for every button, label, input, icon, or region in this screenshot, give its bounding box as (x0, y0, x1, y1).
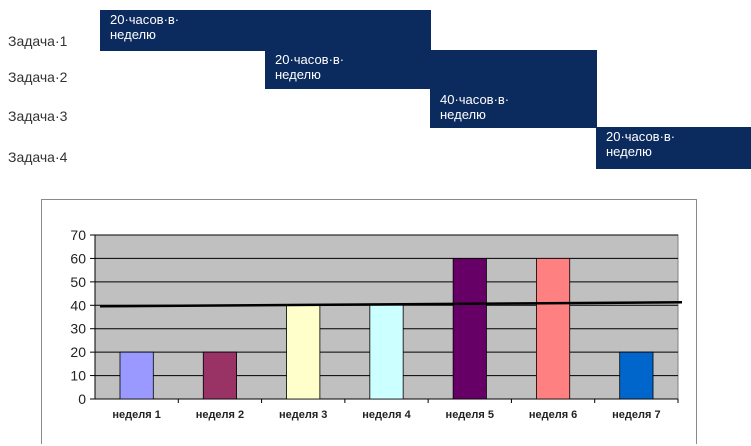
bar-chart: 0 10 20 30 40 50 60 70 неделя 1 неделя 2 неделя 3 н… (70, 227, 683, 421)
task-bar-2: 20·часов·в· неделю (265, 50, 431, 89)
chart-frame: 0 10 20 30 40 50 60 70 неделя 1 неделя 2 неделя 3 н… (41, 199, 697, 444)
y-tick-label: 30 (70, 321, 86, 337)
bar (119, 351, 154, 400)
y-tick-label: 20 (70, 344, 86, 360)
bar (369, 304, 404, 400)
bar (452, 258, 487, 400)
y-tick-label: 10 (70, 368, 86, 384)
y-tick-label: 40 (70, 297, 86, 313)
y-tick-label: 70 (70, 227, 86, 243)
task-label-3: Задача·3 (8, 108, 68, 124)
x-category-label: неделя 4 (362, 409, 411, 421)
x-category-label: неделя 3 (279, 409, 327, 421)
y-tick-label: 0 (78, 391, 86, 407)
reference-line (99, 301, 683, 308)
bar (536, 258, 571, 400)
task-label-1: Задача·1 (8, 33, 68, 49)
x-category-label: неделя 1 (112, 409, 160, 421)
task-bar-1: 20·часов·в· неделю (100, 10, 431, 51)
y-tick-label: 50 (70, 274, 86, 290)
y-tick-label: 60 (70, 250, 86, 266)
task-label-2: Задача·2 (8, 69, 68, 85)
x-category-label: неделя 6 (529, 409, 577, 421)
x-category-label: неделя 5 (446, 409, 494, 421)
bar (286, 304, 321, 400)
task-label-4: Задача·4 (8, 149, 68, 165)
gantt-chart: Задача·1 Задача·2 Задача·3 Задача·4 20·ч… (0, 0, 751, 180)
task-bar-4: 20·часов·в· неделю (596, 127, 751, 169)
bar (202, 351, 237, 400)
bar (619, 351, 654, 400)
x-category-label: неделя 7 (612, 409, 660, 421)
x-category-label: неделя 2 (196, 409, 244, 421)
task-bar-3: 40·часов·в· неделю (430, 50, 597, 128)
